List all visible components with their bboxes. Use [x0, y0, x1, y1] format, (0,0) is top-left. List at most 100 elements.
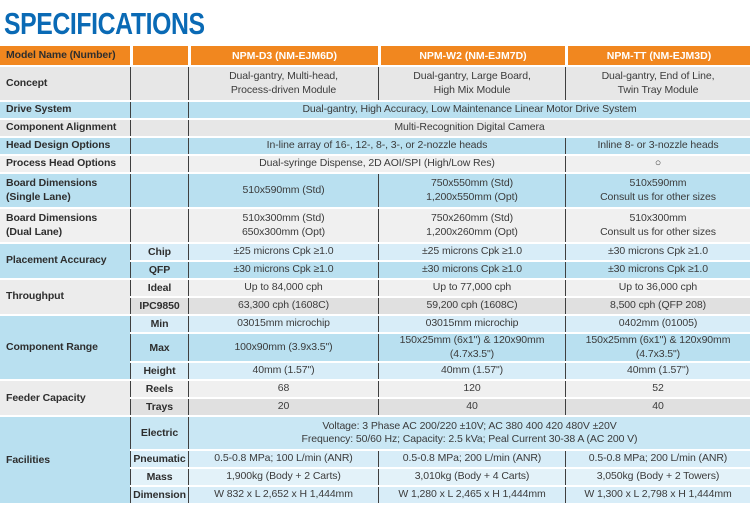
row-board-dimensions-dual: Board Dimensions (Dual Lane) 510x300mm (… — [0, 209, 750, 242]
throughput-ipc9850-d3: 63,300 cph (1608C) — [188, 298, 378, 314]
feeder-trays-sublabel: Trays — [130, 399, 188, 416]
placement-chip-d3: ±25 microns Cpk ≥1.0 — [188, 244, 378, 260]
row-facilities-mass: Mass 1,900kg (Body + 2 Carts) 3,010kg (B… — [0, 469, 750, 486]
board-single-tt: 510x590mm Consult us for other sizes — [565, 174, 750, 207]
placement-accuracy-label: Placement Accuracy — [0, 244, 130, 278]
feeder-capacity-label: Feeder Capacity — [0, 381, 130, 416]
feeder-reels-sublabel: Reels — [130, 381, 188, 398]
board-single-label: Board Dimensions (Single Lane) — [0, 174, 130, 207]
table-header-row: Model Name (Number) NPM-D3 (NM-EJM6D) NP… — [0, 46, 750, 65]
row-component-alignment: Component Alignment Multi-Recognition Di… — [0, 120, 750, 136]
throughput-label: Throughput — [0, 280, 130, 314]
component-range-min-sublabel: Min — [130, 316, 188, 332]
facilities-mass-d3: 1,900kg (Body + 2 Carts) — [188, 469, 378, 486]
facilities-label: Facilities — [0, 417, 130, 504]
facilities-pneumatic-d3: 0.5-0.8 MPa; 100 L/min (ANR) — [188, 451, 378, 468]
head-design-d3-w2: In-line array of 16-, 12-, 8-, 3-, or 2-… — [188, 138, 565, 154]
row-placement-accuracy-qfp: QFP ±30 microns Cpk ≥1.0 ±30 microns Cpk… — [0, 262, 750, 278]
process-head-label: Process Head Options — [0, 156, 130, 172]
component-alignment-label: Component Alignment — [0, 120, 130, 136]
head-design-sub-spacer — [130, 138, 188, 154]
row-board-dimensions-single: Board Dimensions (Single Lane) 510x590mm… — [0, 174, 750, 207]
concept-tt: Dual-gantry, End of Line, Twin Tray Modu… — [565, 67, 750, 100]
component-range-height-tt: 40mm (1.57") — [565, 363, 750, 380]
row-component-range-max: Max 100x90mm (3.9x3.5") 150x25mm (6x1") … — [0, 334, 750, 362]
head-design-label: Head Design Options — [0, 138, 130, 154]
facilities-mass-tt: 3,050kg (Body + 2 Towers) — [565, 469, 750, 486]
page-title: SPECIFICATIONS — [4, 6, 205, 41]
throughput-ideal-sublabel: Ideal — [130, 280, 188, 296]
facilities-pneumatic-w2: 0.5-0.8 MPa; 200 L/min (ANR) — [378, 451, 565, 468]
board-single-sub-spacer — [130, 174, 188, 207]
throughput-ipc9850-tt: 8,500 cph (QFP 208) — [565, 298, 750, 314]
board-dual-d3: 510x300mm (Std) 650x300mm (Opt) — [188, 209, 378, 242]
facilities-pneumatic-sublabel: Pneumatic — [130, 451, 188, 468]
component-range-max-w2: 150x25mm (6x1") & 120x90mm (4.7x3.5") — [378, 334, 565, 362]
component-alignment-value: Multi-Recognition Digital Camera — [188, 120, 750, 136]
header-model-name-label: Model Name (Number) — [0, 46, 130, 65]
board-dual-sub-spacer — [130, 209, 188, 242]
component-range-height-w2: 40mm (1.57") — [378, 363, 565, 380]
component-range-max-sublabel: Max — [130, 334, 188, 362]
component-range-max-tt: 150x25mm (6x1") & 120x90mm (4.7x3.5") — [565, 334, 750, 362]
drive-system-value: Dual-gantry, High Accuracy, Low Maintena… — [188, 102, 750, 118]
row-drive-system: Drive System Dual-gantry, High Accuracy,… — [0, 102, 750, 118]
placement-chip-w2: ±25 microns Cpk ≥1.0 — [378, 244, 565, 260]
throughput-ideal-w2: Up to 77,000 cph — [378, 280, 565, 296]
component-range-height-sublabel: Height — [130, 363, 188, 380]
component-range-max-d3: 100x90mm (3.9x3.5") — [188, 334, 378, 362]
process-head-tt-available-mark: ○ — [565, 156, 750, 172]
facilities-electric-sublabel: Electric — [130, 417, 188, 450]
placement-chip-tt: ±30 microns Cpk ≥1.0 — [565, 244, 750, 260]
facilities-mass-w2: 3,010kg (Body + 4 Carts) — [378, 469, 565, 486]
row-process-head-options: Process Head Options Dual-syringe Dispen… — [0, 156, 750, 172]
component-range-label: Component Range — [0, 316, 130, 380]
component-range-height-d3: 40mm (1.57") — [188, 363, 378, 380]
component-range-min-tt: 0402mm (01005) — [565, 316, 750, 332]
placement-qfp-tt: ±30 microns Cpk ≥1.0 — [565, 262, 750, 278]
process-head-sub-spacer — [130, 156, 188, 172]
row-head-design-options: Head Design Options In-line array of 16-… — [0, 138, 750, 154]
board-dual-label: Board Dimensions (Dual Lane) — [0, 209, 130, 242]
row-concept: Concept Dual-gantry, Multi-head, Process… — [0, 67, 750, 100]
facilities-dimension-sublabel: Dimension — [130, 487, 188, 504]
board-single-d3: 510x590mm (Std) — [188, 174, 378, 207]
row-feeder-capacity-trays: Trays 20 40 40 — [0, 399, 750, 416]
component-range-min-w2: 03015mm microchip — [378, 316, 565, 332]
throughput-ipc9850-sublabel: IPC9850 — [130, 298, 188, 314]
concept-w2: Dual-gantry, Large Board, High Mix Modul… — [378, 67, 565, 100]
facilities-mass-sublabel: Mass — [130, 469, 188, 486]
specifications-table: Model Name (Number) NPM-D3 (NM-EJM6D) NP… — [0, 44, 750, 505]
placement-chip-sublabel: Chip — [130, 244, 188, 260]
throughput-ideal-d3: Up to 84,000 cph — [188, 280, 378, 296]
row-component-range-min: Component Range Min 03015mm microchip 03… — [0, 316, 750, 380]
drive-system-label: Drive System — [0, 102, 130, 118]
facilities-electric-value: Voltage: 3 Phase AC 200/220 ±10V; AC 380… — [188, 417, 750, 450]
facilities-dimension-tt: W 1,300 x L 2,798 x H 1,444mm — [565, 487, 750, 504]
throughput-ideal-tt: Up to 36,000 cph — [565, 280, 750, 296]
component-range-min-d3: 03015mm microchip — [188, 316, 378, 332]
row-facilities-pneumatic: Pneumatic 0.5-0.8 MPa; 100 L/min (ANR) 0… — [0, 451, 750, 468]
throughput-ipc9850-w2: 59,200 cph (1608C) — [378, 298, 565, 314]
row-throughput-ipc9850: IPC9850 63,300 cph (1608C) 59,200 cph (1… — [0, 298, 750, 314]
feeder-trays-tt: 40 — [565, 399, 750, 416]
placement-qfp-d3: ±30 microns Cpk ≥1.0 — [188, 262, 378, 278]
feeder-reels-d3: 68 — [188, 381, 378, 398]
concept-label: Concept — [0, 67, 130, 100]
row-throughput-ideal: Throughput Ideal Up to 84,000 cph Up to … — [0, 280, 750, 314]
concept-d3: Dual-gantry, Multi-head, Process-driven … — [188, 67, 378, 100]
concept-sub-spacer — [130, 67, 188, 100]
row-component-range-height: Height 40mm (1.57") 40mm (1.57") 40mm (1… — [0, 363, 750, 380]
header-model-npm-d3: NPM-D3 (NM-EJM6D) — [188, 46, 378, 65]
header-model-npm-w2: NPM-W2 (NM-EJM7D) — [378, 46, 565, 65]
component-alignment-sub-spacer — [130, 120, 188, 136]
feeder-reels-w2: 120 — [378, 381, 565, 398]
placement-qfp-sublabel: QFP — [130, 262, 188, 278]
feeder-trays-w2: 40 — [378, 399, 565, 416]
board-dual-w2: 750x260mm (Std) 1,200x260mm (Opt) — [378, 209, 565, 242]
header-spacer-cell — [130, 46, 188, 65]
process-head-d3-w2: Dual-syringe Dispense, 2D AOI/SPI (High/… — [188, 156, 565, 172]
board-dual-tt: 510x300mm Consult us for other sizes — [565, 209, 750, 242]
drive-system-sub-spacer — [130, 102, 188, 118]
row-feeder-capacity-reels: Feeder Capacity Reels 68 120 52 — [0, 381, 750, 416]
